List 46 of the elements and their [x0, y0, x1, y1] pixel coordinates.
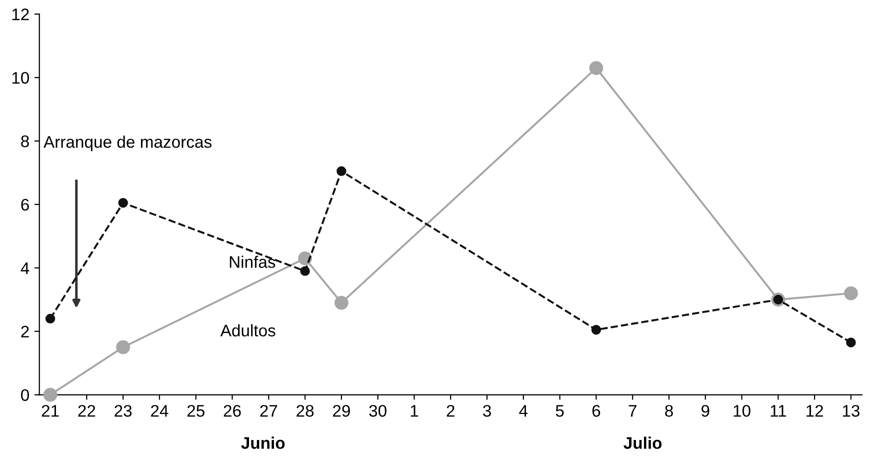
x-tick-label: 23: [114, 404, 132, 417]
x-tick-label: 7: [628, 405, 636, 417]
x-tick-label: 24: [151, 404, 168, 417]
series-label: Adultos: [220, 324, 276, 336]
x-tick-label: 1: [410, 405, 418, 417]
y-tick-label: 10: [12, 72, 30, 84]
point: [844, 286, 858, 300]
x-tick-label: 5: [556, 405, 564, 417]
x-tick-label: 22: [78, 404, 96, 417]
x-tick-label: 13: [842, 404, 860, 417]
x-tick-label: 25: [187, 404, 204, 417]
y-tick-label: 4: [20, 262, 30, 274]
x-tick-label: 8: [665, 404, 673, 417]
x-tick-label: 26: [224, 404, 241, 417]
y-tick-label: 6: [21, 198, 29, 211]
series-label: Ninfas: [230, 256, 276, 268]
annotation: Arranque de mazorcas: [44, 136, 212, 152]
point: [118, 198, 128, 208]
x-tick-label: 9: [702, 404, 710, 417]
x-tick-label: 27: [260, 404, 278, 417]
y-tick-label: 2: [21, 326, 29, 338]
text: Junio: [241, 436, 285, 449]
point: [116, 340, 130, 354]
x-tick-label: 4: [519, 405, 528, 417]
point: [846, 338, 856, 348]
point: [45, 314, 56, 324]
point: [589, 61, 604, 75]
x-tick-label: 11: [770, 405, 786, 417]
point: [43, 388, 58, 402]
text: Julio: [624, 436, 662, 449]
x-tick-label: 6: [592, 404, 600, 417]
x-tick-label: 3: [483, 404, 491, 417]
y-tick-label: 8: [21, 135, 29, 148]
x-tick-label: 30: [369, 404, 386, 417]
x-tick-label: 21: [42, 404, 59, 417]
point: [334, 296, 348, 310]
y-tick-label: 0: [21, 389, 29, 402]
point: [300, 266, 310, 276]
y-tick-label: 12: [12, 8, 29, 20]
x-tick-label: 29: [333, 404, 350, 417]
x-tick-label: 2: [446, 404, 454, 417]
point: [591, 324, 602, 335]
point: [336, 166, 346, 176]
x-tick-label: 28: [296, 404, 314, 417]
x-tick-label: 12: [806, 404, 823, 417]
x-tick-label: 10: [734, 404, 750, 417]
